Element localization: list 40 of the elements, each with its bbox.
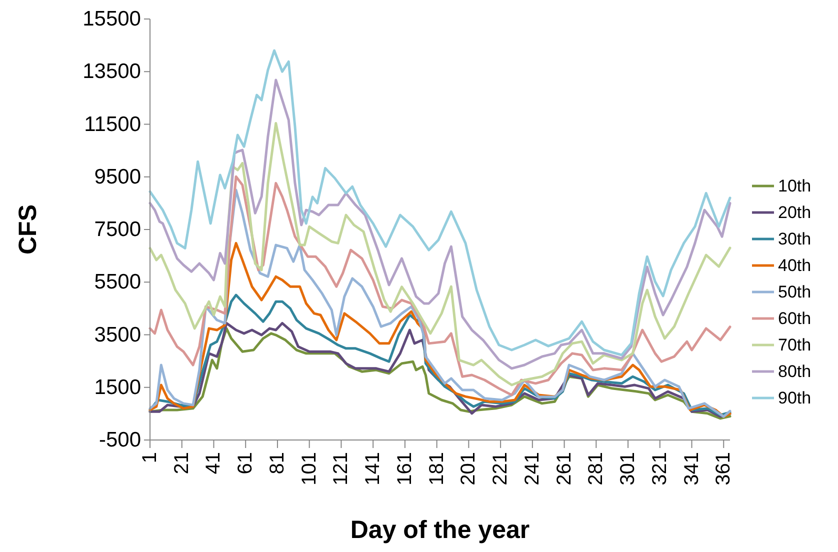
- x-tick-label: 161: [394, 452, 416, 486]
- x-tick-label: 281: [585, 452, 608, 486]
- x-tick-label: 221: [490, 452, 512, 486]
- x-tick-label: 361: [712, 452, 735, 486]
- y-tick-label: 5500: [94, 270, 141, 294]
- x-tick-label: 121: [330, 452, 352, 486]
- legend-label: 50th: [778, 282, 812, 302]
- y-tick-label: 15500: [82, 8, 141, 30]
- x-tick-label: 181: [426, 452, 448, 486]
- legend-label: 40th: [778, 256, 812, 275]
- legend-label: 30th: [778, 230, 812, 248]
- x-tick-label: 81: [266, 452, 288, 474]
- legend-label: 90th: [778, 388, 812, 408]
- line-series: [148, 122, 732, 386]
- x-tick-label: 241: [521, 452, 544, 486]
- y-tick-label: 9500: [94, 165, 141, 188]
- x-tick-label: 101: [298, 452, 320, 486]
- y-tick-label: -500: [98, 428, 141, 452]
- legend-label: 60th: [778, 309, 812, 328]
- legend-label: 10th: [778, 176, 812, 196]
- x-tick-label: 61: [234, 452, 257, 474]
- legend-label: 20th: [778, 203, 812, 222]
- x-tick-label: 141: [362, 452, 384, 486]
- y-tick-label: 13500: [82, 60, 141, 84]
- x-tick-label: 1: [139, 452, 161, 464]
- y-tick-label: 7500: [94, 218, 141, 241]
- x-tick-label: 301: [617, 452, 640, 486]
- x-tick-label: 41: [202, 452, 225, 474]
- x-tick-label: 201: [458, 452, 480, 486]
- x-tick-label: 21: [170, 452, 193, 474]
- y-tick-label: 1500: [94, 376, 141, 399]
- x-tick-label: 341: [680, 452, 703, 486]
- x-tick-label: 261: [553, 452, 576, 486]
- x-tick-label: 321: [648, 452, 671, 486]
- legend-label: 70th: [778, 336, 812, 354]
- y-axis-title: CFS: [14, 204, 42, 254]
- y-tick-label: 11500: [84, 112, 141, 136]
- y-tick-label: 3500: [94, 323, 141, 346]
- x-axis-title: Day of the year: [350, 516, 530, 544]
- legend-label: 80th: [778, 362, 812, 381]
